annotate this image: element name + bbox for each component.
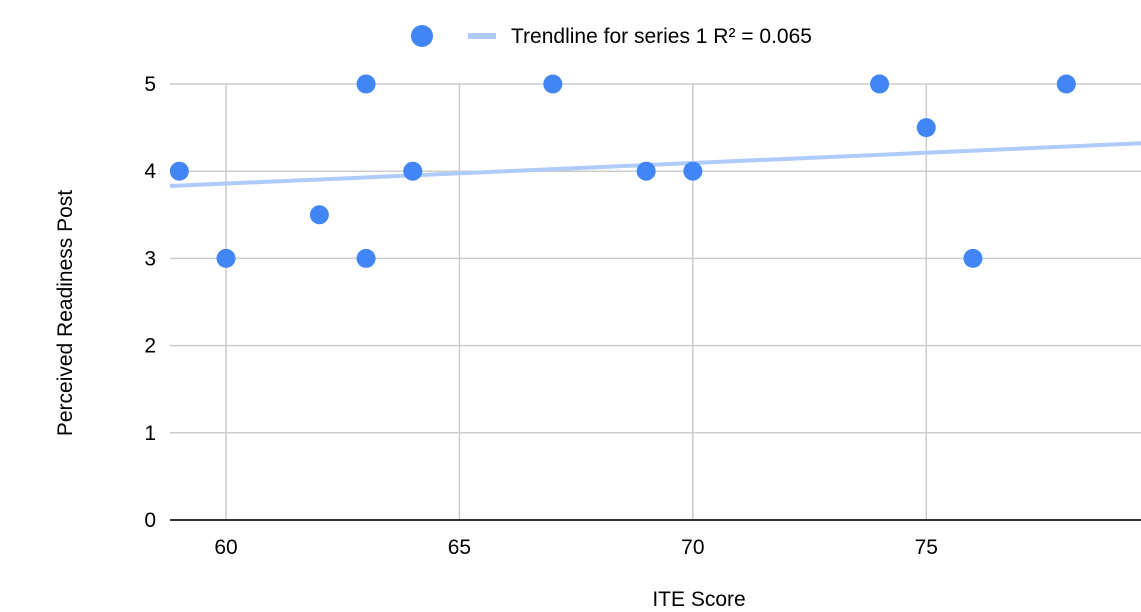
y-tick-label: 5 xyxy=(144,73,156,96)
y-tick-label: 2 xyxy=(144,335,156,358)
data-point xyxy=(309,205,329,225)
tick-labels: 0 1 2 3 4 5 60 65 70 75 xyxy=(144,73,938,559)
data-point xyxy=(963,248,983,268)
y-tick-label: 1 xyxy=(144,422,156,445)
x-axis-title: ITE Score xyxy=(652,588,745,611)
data-point xyxy=(916,118,936,138)
legend-marker-series-1 xyxy=(411,25,433,47)
data-point xyxy=(356,74,376,94)
y-tick-label: 3 xyxy=(144,247,156,270)
data-point xyxy=(403,161,423,181)
y-tick-label: 0 xyxy=(144,509,156,532)
x-tick-label: 75 xyxy=(915,536,938,559)
x-tick-label: 60 xyxy=(214,536,237,559)
x-tick-label: 65 xyxy=(448,536,471,559)
data-point xyxy=(169,161,189,181)
x-tick-label: 70 xyxy=(681,536,704,559)
data-point xyxy=(356,248,376,268)
gridlines xyxy=(170,83,1141,520)
data-point xyxy=(683,161,703,181)
data-point xyxy=(636,161,656,181)
y-axis-title: Perceived Readiness Post xyxy=(54,190,77,436)
data-point xyxy=(543,74,563,94)
legend: Trendline for series 1 R² = 0.065 xyxy=(411,25,812,48)
trendline-layer xyxy=(169,141,1141,189)
data-point xyxy=(870,74,890,94)
data-points xyxy=(169,74,1076,268)
data-point xyxy=(216,248,236,268)
trendline xyxy=(169,141,1141,189)
legend-trendline-label: Trendline for series 1 R² = 0.065 xyxy=(511,25,812,48)
data-point xyxy=(1056,74,1076,94)
y-tick-label: 4 xyxy=(144,160,156,183)
